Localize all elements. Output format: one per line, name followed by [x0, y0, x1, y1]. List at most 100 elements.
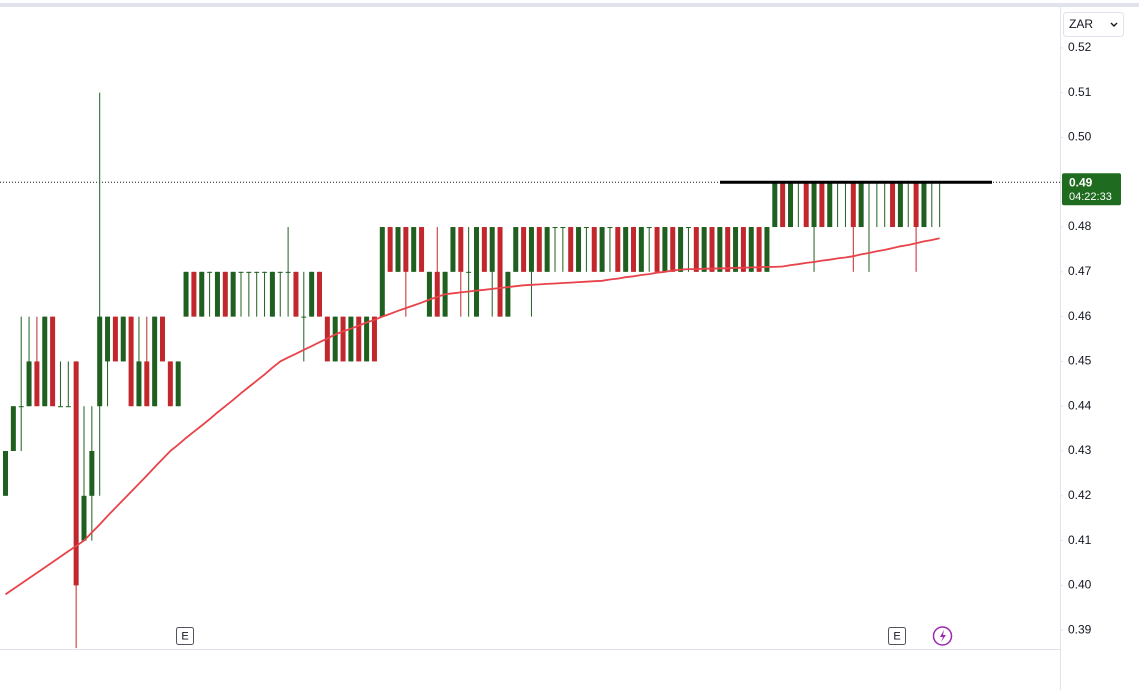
candle-body — [521, 227, 527, 272]
candle-body — [733, 227, 739, 272]
candle-body — [497, 227, 503, 317]
candle-body — [160, 316, 165, 362]
lightning-marker[interactable] — [932, 626, 953, 646]
candle-body — [788, 182, 793, 228]
candle-body — [850, 182, 856, 228]
candle-body — [764, 227, 770, 272]
candle-body — [654, 227, 660, 272]
candle-body — [890, 182, 896, 228]
candle-body — [191, 271, 197, 317]
candle-body — [277, 271, 283, 273]
candle-body — [858, 182, 864, 228]
event-marker[interactable]: E — [176, 627, 194, 645]
candle-body — [364, 316, 370, 362]
candle-body — [214, 271, 220, 317]
candle-body — [536, 227, 542, 272]
candle-body — [34, 361, 40, 407]
candle-body — [309, 271, 315, 317]
candle-body — [57, 406, 63, 408]
currency-label[interactable]: ZAR — [1069, 17, 1093, 31]
candle-body — [112, 316, 118, 362]
candle-body — [379, 227, 385, 317]
candle-body — [152, 316, 158, 407]
event-box[interactable] — [888, 627, 906, 645]
y-tick-label: 0.41 — [1068, 533, 1092, 547]
currency-box[interactable] — [1063, 12, 1124, 37]
candle-body — [599, 227, 605, 272]
candle-body — [332, 316, 338, 362]
candle-body — [513, 227, 519, 272]
candle-body — [591, 227, 597, 272]
y-tick-label: 0.42 — [1068, 488, 1092, 502]
candle-body — [819, 182, 825, 228]
candle-body — [693, 227, 699, 272]
candle-body — [167, 361, 173, 407]
candle-body — [285, 271, 291, 273]
candle-body — [725, 227, 731, 272]
candle-body — [678, 227, 684, 272]
candle-body — [631, 227, 636, 272]
candle-body — [685, 227, 691, 229]
candle-body — [717, 227, 723, 272]
candle-body — [411, 227, 417, 272]
countdown-label: 04:22:33 — [1069, 191, 1112, 203]
candle-body — [803, 182, 809, 228]
candle-body — [18, 406, 24, 408]
y-tick-label: 0.52 — [1068, 40, 1092, 54]
last-price-label: 0.49 — [1069, 175, 1093, 189]
candle-body — [583, 227, 589, 229]
candle-body — [81, 495, 87, 541]
lightning-icon[interactable] — [940, 630, 946, 642]
candle-body — [301, 316, 307, 318]
candle-body — [827, 182, 833, 228]
event-marker[interactable]: E — [888, 627, 906, 645]
candle-body — [120, 316, 126, 362]
candle-body — [356, 316, 362, 362]
candle-body — [568, 227, 574, 272]
candle-body — [371, 316, 377, 362]
currency-select[interactable]: ZAR — [1063, 12, 1124, 37]
candle-body — [576, 227, 582, 272]
event-label[interactable]: E — [893, 630, 900, 642]
chevron[interactable] — [1110, 22, 1118, 27]
candle-body — [450, 227, 456, 272]
candle-body — [544, 227, 550, 272]
candle-body — [481, 227, 487, 272]
candle-body — [607, 227, 613, 229]
candle-body — [403, 227, 409, 272]
candle-body — [238, 271, 244, 273]
y-tick-label: 0.40 — [1068, 578, 1092, 592]
candle-body — [65, 406, 71, 408]
candle-body — [293, 271, 299, 317]
candle-body — [175, 361, 181, 407]
y-tick-label: 0.47 — [1068, 264, 1092, 278]
y-tick-label: 0.48 — [1068, 219, 1092, 233]
candle-body — [105, 316, 111, 362]
y-tick-label: 0.50 — [1068, 130, 1092, 144]
y-tick-label: 0.45 — [1068, 354, 1092, 368]
candle-body — [560, 227, 566, 229]
candle-body — [811, 182, 817, 228]
candle-body — [246, 271, 252, 273]
candle-body — [254, 271, 260, 273]
candle-body — [897, 182, 903, 228]
candle-body — [434, 271, 440, 317]
event-label[interactable]: E — [181, 630, 188, 642]
candle-body — [921, 182, 927, 228]
candle-body — [505, 271, 511, 317]
candles — [3, 92, 943, 649]
candle-body — [426, 271, 432, 317]
candle-body — [709, 227, 715, 272]
candle-body — [136, 361, 142, 407]
candle-body — [26, 361, 32, 407]
candle-body — [317, 271, 322, 317]
candle-body — [230, 271, 236, 317]
candle-body — [638, 227, 644, 272]
candle-body — [97, 316, 103, 407]
candle-body — [756, 227, 762, 272]
y-tick-label: 0.39 — [1068, 622, 1092, 636]
candle-body — [419, 227, 425, 272]
event-box[interactable] — [176, 627, 194, 645]
